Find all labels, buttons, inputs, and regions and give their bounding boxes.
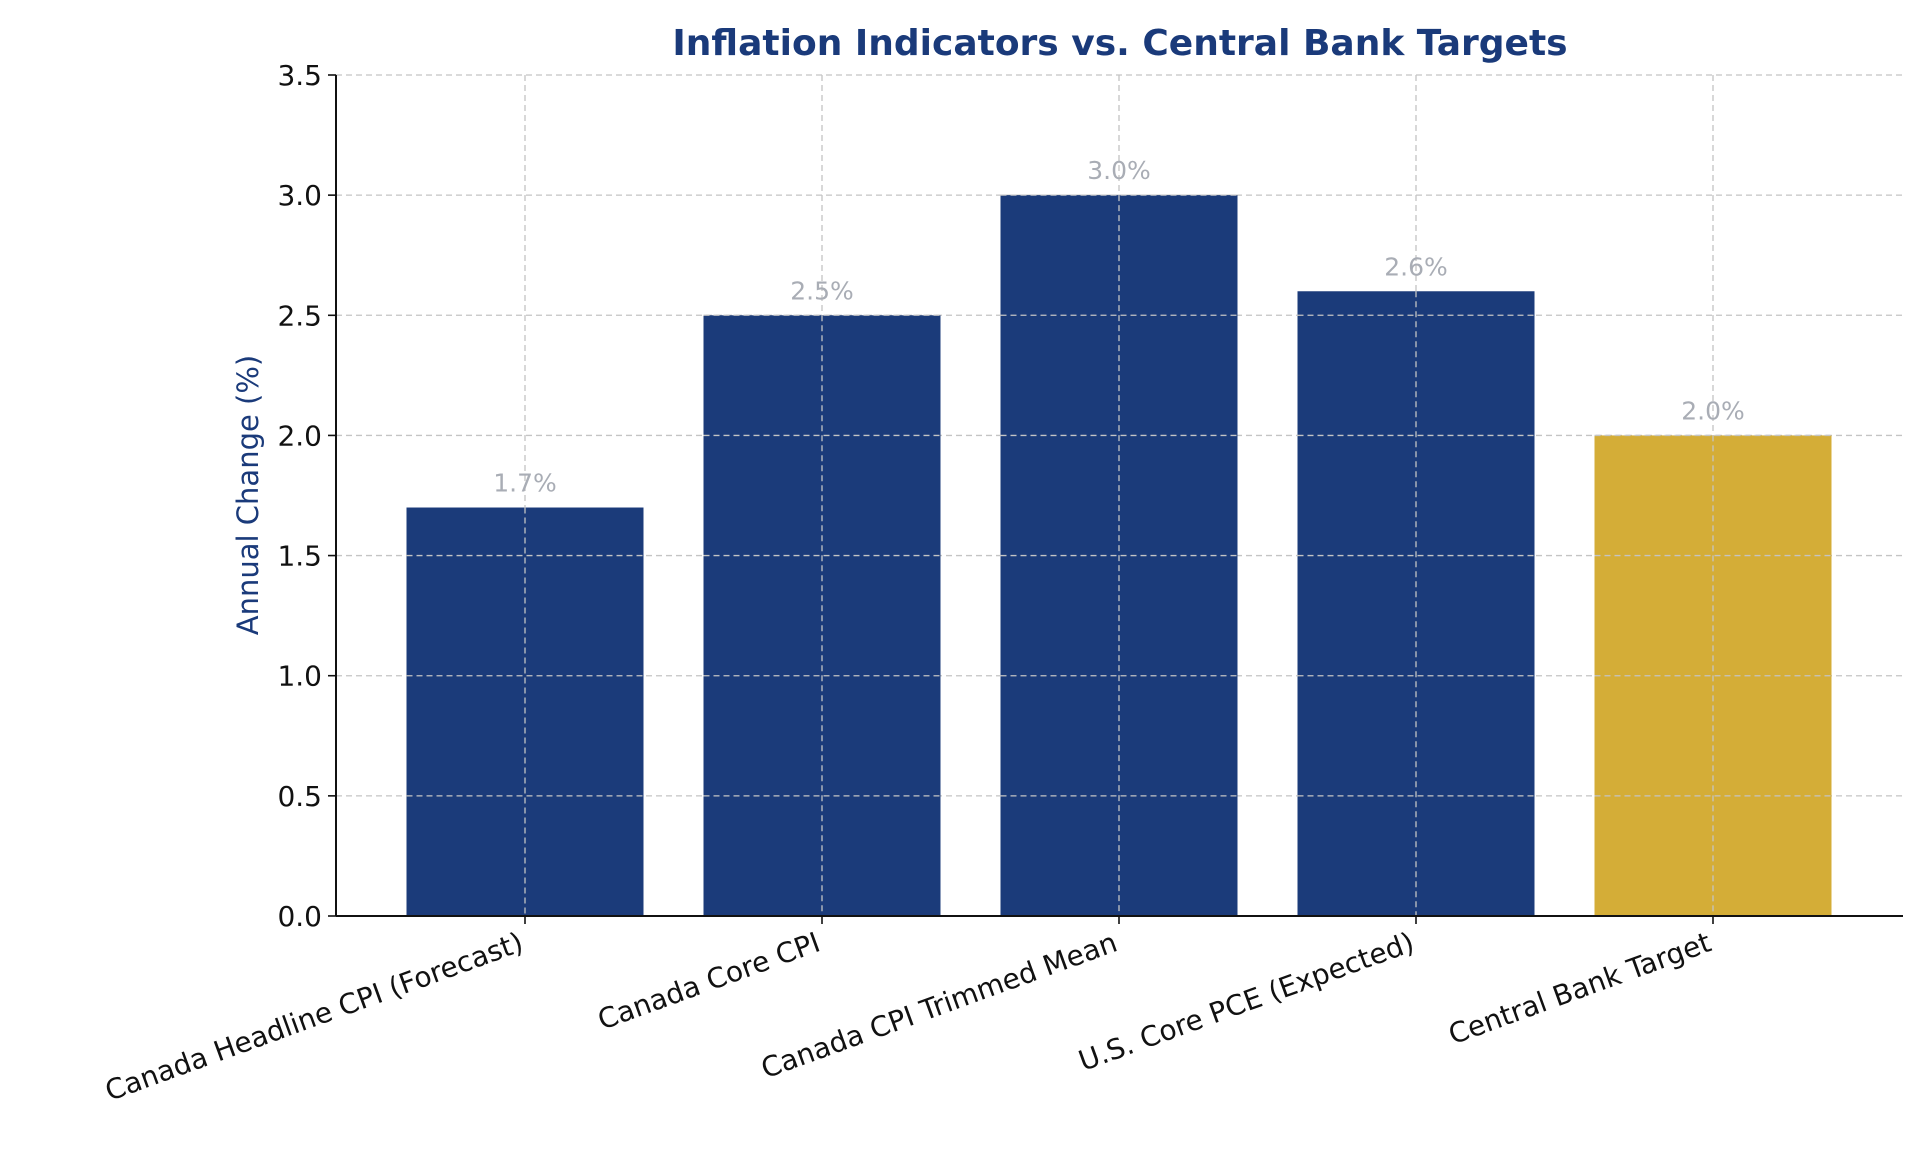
y-tick-label: 3.5 <box>277 59 322 92</box>
x-tick-label: Canada Headline CPI (Forecast) <box>101 926 528 1108</box>
y-tick-label: 0.0 <box>277 900 322 933</box>
y-ticks: 0.0 0.5 1.0 1.5 2.0 2.5 3.0 3.5 <box>277 59 336 933</box>
y-tick-label: 2.0 <box>277 419 322 452</box>
data-labels: 1.7% 2.5% 3.0% 2.6% 2.0% <box>493 156 1745 497</box>
y-axis-title: Annual Change (%) <box>231 355 265 635</box>
data-label: 3.0% <box>1087 156 1151 185</box>
y-tick-label: 3.0 <box>277 179 322 212</box>
y-tick-label: 1.5 <box>277 540 322 573</box>
x-ticks: Canada Headline CPI (Forecast) Canada Cor… <box>101 916 1715 1108</box>
x-tick-label: Central Bank Target <box>1444 926 1715 1052</box>
bars <box>406 194 1832 917</box>
x-tick-label: Canada Core CPI <box>593 926 824 1037</box>
y-tick-label: 2.5 <box>277 299 322 332</box>
data-label: 2.0% <box>1681 396 1745 425</box>
x-tick-label: U.S. Core PCE (Expected) <box>1074 926 1418 1078</box>
y-tick-label: 0.5 <box>277 780 322 813</box>
chart-title: Inflation Indicators vs. Central Bank Ta… <box>672 23 1567 64</box>
data-label: 1.7% <box>493 469 557 498</box>
y-tick-label: 1.0 <box>277 660 322 693</box>
data-label: 2.6% <box>1384 252 1448 281</box>
data-label: 2.5% <box>790 276 854 305</box>
